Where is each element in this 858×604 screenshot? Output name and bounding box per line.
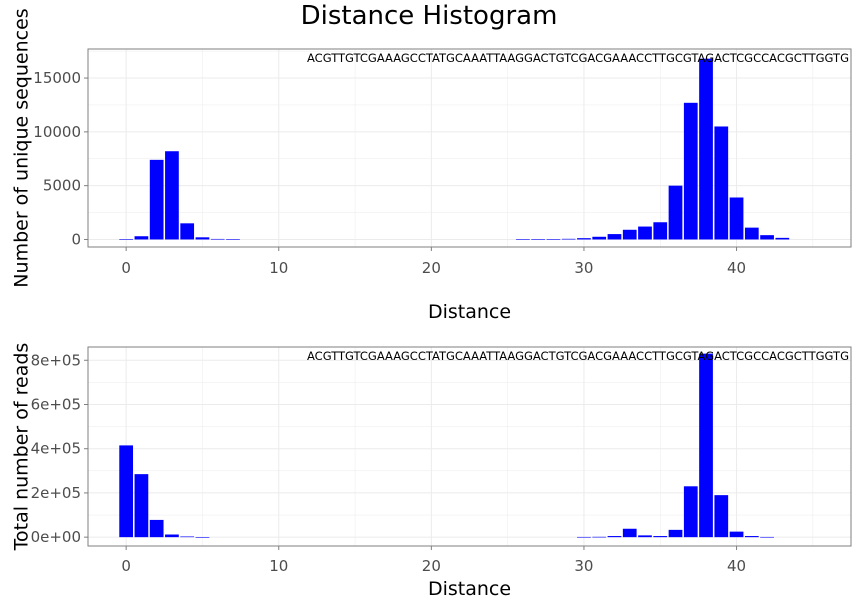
histogram-bar [546,239,561,240]
histogram-bar [119,239,134,240]
histogram-bar [195,537,210,538]
grid-lines [88,347,851,546]
bar-series [119,58,790,240]
histogram-bar [149,159,164,240]
x-tick-label: 40 [727,557,746,575]
histogram-bar [607,234,622,240]
histogram-bar [683,102,698,240]
y-tick-label: 4e+05 [31,440,81,458]
histogram-bar [760,536,774,538]
y-tick-label: 8e+05 [31,351,81,369]
histogram-bar [592,536,607,538]
x-axis-ticks: 0 10 20 30 40 [121,546,746,575]
histogram-bar [699,353,713,538]
histogram-bar [516,239,530,240]
y-tick-label: 5000 [43,177,81,195]
histogram-bar [180,223,195,240]
y-tick-label: 15000 [33,69,81,87]
histogram-bar [531,239,546,240]
y-tick-label: 0e+00 [31,528,81,546]
histogram-bar [149,519,164,538]
x-tick-label: 0 [121,557,131,575]
histogram-bar [165,151,179,240]
histogram-bar [577,238,591,240]
histogram-bar [592,236,607,240]
y-tick-label: 2e+05 [31,484,81,502]
histogram-bar [744,536,759,538]
plot-frame [87,48,852,248]
histogram-bar [668,529,683,538]
y-tick-label: 10000 [33,123,81,141]
chart-title: Distance Histogram [301,1,558,31]
histogram-bar [195,237,210,240]
histogram-bar [653,222,668,240]
histogram-bar [226,239,240,240]
histogram-bar [561,238,576,240]
histogram-bar [134,236,149,240]
x-tick-label: 40 [727,259,746,277]
x-tick-label: 10 [269,259,288,277]
y-axis-label: Number of unique sequences [11,8,33,287]
histogram-bar [210,238,225,240]
histogram-bar [165,534,179,538]
y-axis-ticks: 0 5000 10000 15000 [33,69,88,248]
x-axis-ticks: 0 10 20 30 40 [121,247,746,277]
histogram-bar [622,528,637,538]
plot-frame [87,346,852,547]
histogram-bar [607,536,622,538]
histogram-bar [714,495,729,538]
histogram-bar [729,531,744,538]
histogram-bar [744,227,759,240]
x-tick-label: 10 [269,557,288,575]
histogram-bar [729,197,744,240]
histogram-bar [180,536,195,538]
x-tick-label: 0 [121,259,131,277]
x-tick-label: 20 [422,259,441,277]
histogram-bar [622,229,637,240]
chart-panel-unique-sequences: 0 10 20 30 40 0 5000 10000 15000 ACGTTGTCGAAAGC… [11,8,852,323]
y-tick-label: 6e+05 [31,395,81,413]
histogram-bar [699,58,713,240]
histogram-bar [638,535,652,538]
histogram-bar [134,474,149,538]
histogram-bar [775,237,790,240]
x-tick-label: 30 [574,557,593,575]
x-tick-label: 20 [422,557,441,575]
histogram-bar [760,235,774,240]
chart-panel-total-reads: 0 10 20 30 40 0e+00 2e+05 4e+05 6e+05 8e+05 ACGT… [11,343,852,600]
sequence-annotation: ACGTTGTCGAAAGCCTATGCAAATTAAGGACTGTCGACGA… [307,51,849,65]
y-tick-label: 0 [71,230,81,248]
histogram-bar [638,226,652,240]
bar-series [119,353,774,538]
histogram-bar [653,536,668,538]
x-axis-label: Distance [428,578,511,600]
histogram-bar [668,185,683,240]
histogram-bar [119,445,134,538]
histogram-bar [577,536,591,538]
sequence-annotation: ACGTTGTCGAAAGCCTATGCAAATTAAGGACTGTCGACGA… [307,349,849,363]
y-axis-label: Total number of reads [11,343,33,552]
x-axis-label: Distance [428,301,511,323]
histogram-bar [714,126,729,240]
histogram-bar [683,486,698,538]
y-axis-ticks: 0e+00 2e+05 4e+05 6e+05 8e+05 [31,351,88,546]
x-tick-label: 30 [574,259,593,277]
